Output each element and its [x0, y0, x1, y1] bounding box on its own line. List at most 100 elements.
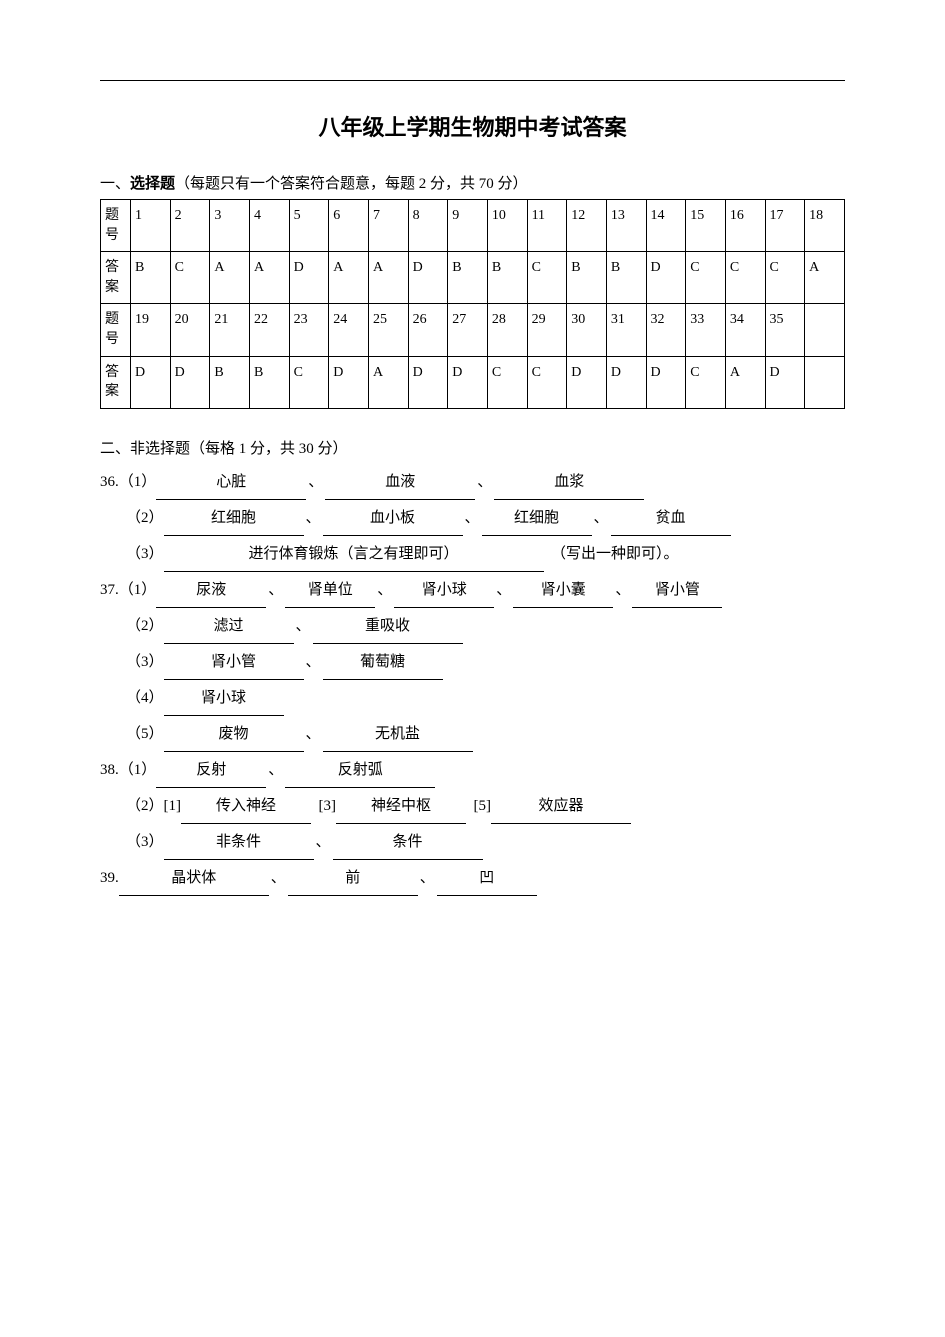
- q-num: 9: [448, 200, 488, 252]
- blank: 条件: [333, 826, 483, 860]
- q39: 39.晶状体、前、凹: [100, 862, 845, 896]
- q-ans: D: [646, 356, 686, 408]
- q-num: 16: [725, 200, 765, 252]
- blank: 非条件: [164, 826, 314, 860]
- q-num: 24: [329, 304, 369, 356]
- q-num: 5: [289, 200, 329, 252]
- blank: 晶状体: [119, 862, 269, 896]
- row-header-a2: 答案: [101, 356, 131, 408]
- q36-num: 36.: [100, 474, 119, 490]
- q-ans: A: [725, 356, 765, 408]
- blank: 葡萄糖: [323, 646, 443, 680]
- q-ans: D: [408, 252, 448, 304]
- q-ans: C: [527, 252, 567, 304]
- separator: 、: [268, 582, 283, 598]
- row-header-a1: 答案: [101, 252, 131, 304]
- q37-p1-lead: （1）: [119, 582, 157, 598]
- blank: 滤过: [164, 610, 294, 644]
- q36-p3: （3）进行体育锻炼（言之有理即可） （写出一种即可）。: [100, 538, 845, 572]
- q-num: 20: [170, 304, 210, 356]
- section2-prefix: 二、: [100, 441, 130, 457]
- q-num: 6: [329, 200, 369, 252]
- q-ans: A: [368, 252, 408, 304]
- q-ans: D: [765, 356, 805, 408]
- page: 八年级上学期生物期中考试答案 一、选择题（每题只有一个答案符合题意，每题 2 分…: [0, 0, 945, 1337]
- q-ans: C: [487, 356, 527, 408]
- q36-p2-lead: （2）: [126, 510, 164, 526]
- q37-p1: 37.（1）尿液、肾单位、肾小球、肾小囊、肾小管: [100, 574, 845, 608]
- q-ans: D: [448, 356, 488, 408]
- q38-tag1: [1]: [164, 798, 182, 814]
- page-title: 八年级上学期生物期中考试答案: [100, 110, 845, 142]
- q36-p2: （2）红细胞、血小板、红细胞、贫血: [100, 502, 845, 536]
- q-ans: D: [567, 356, 607, 408]
- blank: 尿液: [156, 574, 266, 608]
- q-num: 12: [567, 200, 607, 252]
- q-ans: D: [289, 252, 329, 304]
- q-num: 25: [368, 304, 408, 356]
- q37-p4-lead: （4）: [126, 690, 164, 706]
- blank: 肾小球: [164, 682, 284, 716]
- q37-p3-lead: （3）: [126, 654, 164, 670]
- q38-p3: （3）非条件、条件: [100, 826, 845, 860]
- table-row: 题号 1 2 3 4 5 6 7 8 9 10 11 12 13 14 15 1…: [101, 200, 845, 252]
- blank: 肾小管: [632, 574, 722, 608]
- q-ans: C: [686, 252, 726, 304]
- q-ans: B: [249, 356, 289, 408]
- q38-num: 38.: [100, 762, 119, 778]
- section2-heading: 二、非选择题（每格 1 分，共 30 分）: [100, 437, 845, 458]
- q-num: 17: [765, 200, 805, 252]
- blank: 无机盐: [323, 718, 473, 752]
- q-num: 14: [646, 200, 686, 252]
- q-ans: C: [170, 252, 210, 304]
- q37-p2: （2）滤过、重吸收: [100, 610, 845, 644]
- q-ans: D: [606, 356, 646, 408]
- q-ans: A: [329, 252, 369, 304]
- q-num: 29: [527, 304, 567, 356]
- q-ans: D: [131, 356, 171, 408]
- q-ans: D: [329, 356, 369, 408]
- row-header-q2: 题号: [101, 304, 131, 356]
- section2-bold: 非选择题: [130, 441, 190, 457]
- q38-tag3: [5]: [474, 798, 492, 814]
- separator: 、: [615, 582, 630, 598]
- q-ans: B: [487, 252, 527, 304]
- q36-p1: 36.（1）心脏、血液、血浆: [100, 466, 845, 500]
- q-num: 35: [765, 304, 805, 356]
- q38-p2-lead: （2）: [126, 798, 164, 814]
- blank: 心脏: [156, 466, 306, 500]
- separator: 、: [465, 510, 480, 526]
- q36-p3-tail: （写出一种即可）。: [551, 546, 679, 562]
- q-ans: C: [686, 356, 726, 408]
- q-num: 23: [289, 304, 329, 356]
- blank: 红细胞: [482, 502, 592, 536]
- separator: 、: [594, 510, 609, 526]
- q-num: 27: [448, 304, 488, 356]
- q37-p5: （5）废物、无机盐: [100, 718, 845, 752]
- q38-p3-lead: （3）: [126, 834, 164, 850]
- q-ans: C: [765, 252, 805, 304]
- separator: 、: [377, 582, 392, 598]
- blank: 反射弧: [285, 754, 435, 788]
- q-num: 1: [131, 200, 171, 252]
- q-num: 18: [805, 200, 845, 252]
- blank: 重吸收: [313, 610, 463, 644]
- q-num: 10: [487, 200, 527, 252]
- blank: 废物: [164, 718, 304, 752]
- q38-p2: （2）[1]传入神经 [3]神经中枢 [5]效应器: [100, 790, 845, 824]
- blank: 肾小球: [394, 574, 494, 608]
- separator: 、: [306, 510, 321, 526]
- q-num: 30: [567, 304, 607, 356]
- q-ans: B: [131, 252, 171, 304]
- separator: 、: [268, 762, 283, 778]
- table-row: 答案 B C A A D A A D B B C B B D C C C A: [101, 252, 845, 304]
- q-num: 34: [725, 304, 765, 356]
- q38-tag2: [3]: [319, 798, 337, 814]
- section1-prefix: 一、: [100, 176, 130, 192]
- q37-p3: （3）肾小管、葡萄糖: [100, 646, 845, 680]
- q-ans: D: [408, 356, 448, 408]
- q37-p4: （4）肾小球: [100, 682, 845, 716]
- q-ans: A: [805, 252, 845, 304]
- separator: 、: [477, 474, 492, 490]
- separator: 、: [420, 870, 435, 886]
